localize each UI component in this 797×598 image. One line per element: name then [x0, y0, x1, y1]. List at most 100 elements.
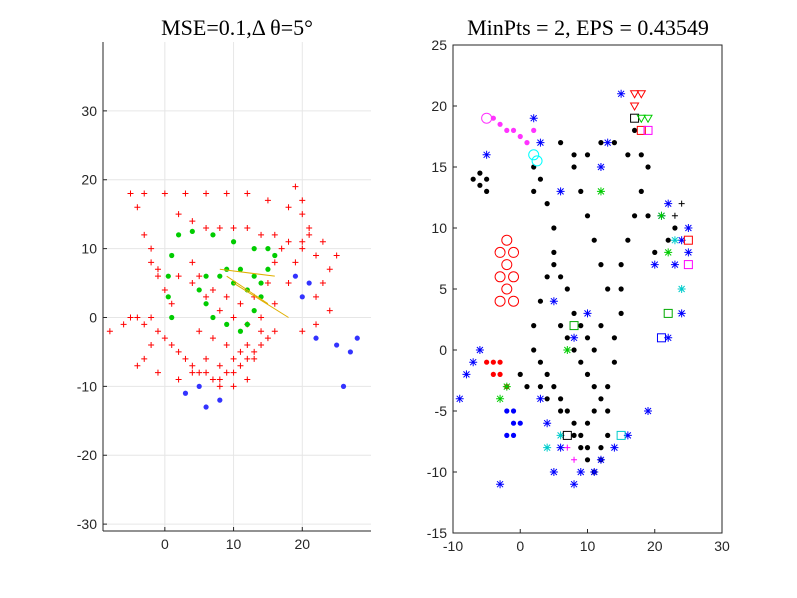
data-point — [490, 115, 496, 121]
data-point — [120, 321, 127, 328]
data-point — [216, 376, 223, 383]
data-point — [251, 273, 257, 279]
series-0 — [106, 183, 340, 390]
data-point — [161, 190, 168, 197]
data-point — [558, 323, 564, 329]
left-grid — [103, 42, 371, 531]
data-point — [670, 236, 679, 245]
data-point — [484, 359, 490, 365]
data-point — [469, 358, 478, 367]
data-point — [596, 187, 605, 196]
data-point — [319, 280, 326, 287]
data-point — [134, 314, 141, 321]
series-18 — [671, 200, 685, 219]
left-x-ticks: 0 10 20 — [161, 527, 310, 552]
data-point — [584, 457, 591, 463]
data-point — [677, 285, 686, 293]
data-point — [496, 480, 505, 489]
data-point — [611, 335, 618, 341]
data-point — [617, 89, 626, 98]
line-segment — [233, 282, 289, 318]
data-point — [169, 252, 175, 259]
data-point — [203, 301, 209, 307]
data-point — [643, 125, 653, 135]
data-point — [292, 273, 299, 279]
data-point — [244, 224, 251, 231]
data-point — [536, 138, 545, 147]
data-point — [154, 273, 161, 280]
data-point — [168, 300, 175, 307]
data-point — [148, 245, 155, 252]
data-point — [477, 170, 483, 176]
data-point — [271, 300, 278, 307]
data-point — [605, 432, 611, 438]
data-point — [251, 355, 258, 362]
data-point — [631, 127, 638, 133]
data-point — [571, 164, 577, 170]
data-point — [481, 112, 493, 124]
data-point — [134, 204, 141, 211]
data-point — [490, 371, 496, 377]
data-point — [470, 176, 476, 182]
data-point — [237, 348, 244, 355]
data-point — [556, 443, 565, 452]
data-point — [230, 369, 237, 376]
series-10 — [636, 125, 693, 245]
data-point — [578, 323, 584, 329]
data-point — [203, 404, 209, 410]
data-point — [216, 307, 223, 314]
data-point — [251, 308, 257, 314]
y-tick-label: -10 — [77, 378, 97, 394]
data-point — [264, 197, 271, 204]
data-point — [251, 348, 258, 355]
line-segment — [219, 268, 275, 277]
series-16 — [616, 430, 626, 440]
data-point — [244, 190, 251, 197]
data-point — [230, 383, 237, 390]
data-point — [578, 445, 584, 451]
data-point — [455, 394, 464, 403]
data-point — [510, 432, 517, 438]
data-point — [175, 376, 182, 383]
data-point — [672, 225, 678, 231]
data-point — [244, 355, 251, 362]
data-point — [544, 201, 550, 207]
data-point — [544, 396, 550, 402]
data-point — [196, 328, 203, 335]
series-17 — [564, 444, 578, 463]
data-point — [292, 183, 299, 190]
x-tick-label: 10 — [580, 538, 596, 554]
data-point — [629, 102, 640, 112]
data-point — [543, 419, 552, 428]
data-point — [196, 287, 202, 293]
data-point — [563, 346, 572, 354]
series-4 — [481, 112, 493, 124]
data-point — [508, 295, 520, 307]
series-1 — [165, 228, 278, 334]
data-point — [148, 259, 155, 266]
left-chart-title: MSE=0.1,Δ θ=5° — [161, 15, 313, 40]
x-tick-label: 30 — [714, 538, 730, 554]
data-point — [477, 182, 483, 188]
data-point — [611, 140, 618, 146]
data-point — [333, 252, 340, 259]
line-segment — [226, 275, 269, 305]
data-point — [524, 140, 530, 146]
data-point — [482, 150, 491, 159]
series-7 — [496, 187, 673, 403]
data-point — [551, 249, 557, 255]
y-tick-label: 20 — [431, 98, 447, 114]
data-point — [106, 328, 113, 335]
data-point — [537, 384, 544, 390]
data-point — [536, 394, 545, 403]
data-point — [570, 333, 579, 342]
data-point — [616, 430, 626, 440]
y-tick-label: -15 — [427, 525, 447, 541]
y-tick-label: 15 — [431, 159, 447, 175]
data-point — [494, 295, 506, 307]
data-point — [636, 114, 647, 124]
data-point — [292, 259, 299, 266]
data-point — [497, 359, 503, 365]
